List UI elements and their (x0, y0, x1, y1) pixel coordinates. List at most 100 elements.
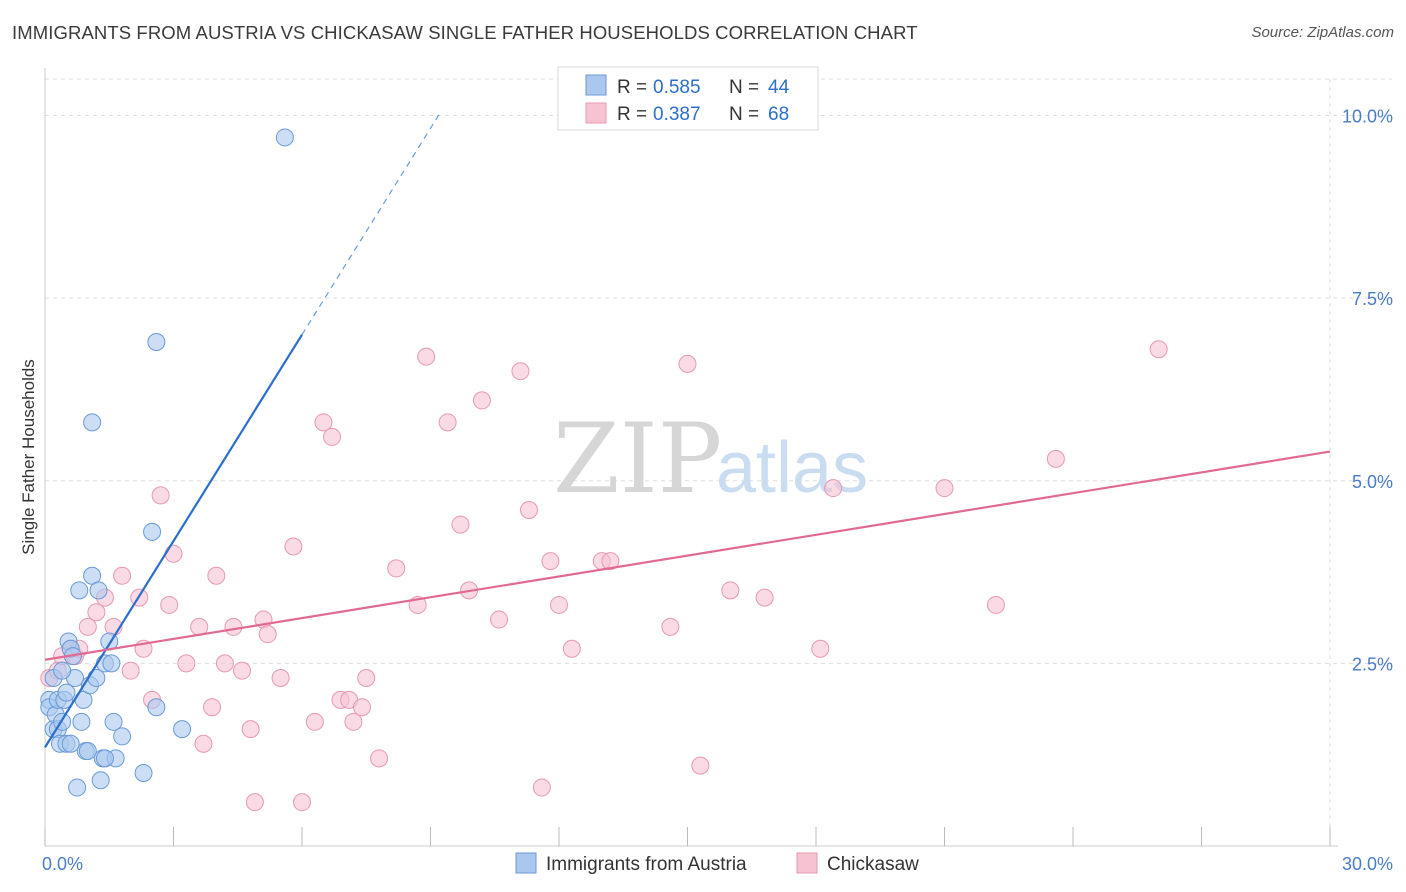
chickasaw-point (352, 698, 371, 717)
chickasaw-point (271, 668, 290, 687)
legend-bottom-swatch-austria (515, 852, 537, 874)
austria-point (89, 581, 108, 600)
watermark: ZIP atlas (553, 403, 868, 515)
chickasaw-point (1046, 449, 1065, 468)
austria-point (143, 522, 162, 541)
chart-title: IMMIGRANTS FROM AUSTRIA VS CHICKASAW SIN… (12, 22, 918, 43)
chickasaw-point (678, 354, 697, 373)
chickasaw-point (203, 698, 222, 717)
austria-point (87, 668, 106, 687)
chickasaw-point (661, 617, 680, 636)
chickasaw-point (490, 610, 509, 629)
austria-point (113, 727, 132, 746)
austria-point (70, 581, 89, 600)
austria-points (40, 128, 294, 797)
chickasaw-point (811, 639, 830, 658)
trend-lines (44, 114, 1331, 748)
austria-point (91, 771, 110, 790)
legend-bottom: Immigrants from Austria Chickasaw (515, 852, 919, 875)
legend-n-value: 44 (768, 77, 790, 98)
legend-bottom-swatch-chickasaw (796, 852, 818, 874)
chickasaw-point (986, 595, 1005, 614)
chickasaw-point (87, 603, 106, 622)
chickasaw-point (520, 500, 539, 519)
y-tick-label: 10.0% (1342, 107, 1393, 127)
chickasaw-point (357, 668, 376, 687)
austria-point (72, 712, 91, 731)
austria-point (134, 763, 153, 782)
chickasaw-point (151, 486, 170, 505)
chickasaw-point (113, 566, 132, 585)
x-tick-label: 0.0% (42, 854, 83, 874)
austria-point (53, 661, 72, 680)
chickasaw-point (451, 515, 470, 534)
chickasaw-point (370, 749, 389, 768)
legend-top: R = 0.585 N = 44 R = 0.387 N = 68 (557, 66, 819, 131)
chickasaw-point (532, 778, 551, 797)
legend-bottom-label-austria: Immigrants from Austria (546, 854, 747, 875)
legend-n-label: N = (729, 77, 759, 98)
chickasaw-point (322, 427, 341, 446)
y-tick-label: 2.5% (1352, 654, 1393, 674)
austria-point (61, 734, 80, 753)
chickasaw-point (824, 479, 843, 498)
chickasaw-point (417, 347, 436, 366)
y-axis-label: Single Father Households (19, 359, 38, 555)
y-tick-label: 5.0% (1352, 472, 1393, 492)
chickasaw-point (472, 391, 491, 410)
austria-point (104, 712, 123, 731)
austria-point (173, 720, 192, 739)
chickasaw-point (691, 756, 710, 775)
chickasaw-point (935, 479, 954, 498)
axes (44, 68, 1338, 847)
legend-r-label: R = (617, 77, 647, 98)
austria-point (147, 332, 166, 351)
watermark-zip: ZIP (553, 403, 722, 515)
chickasaw-point (177, 654, 196, 673)
chickasaw-point (1149, 340, 1168, 359)
legend-r-value: 0.585 (653, 77, 701, 98)
chickasaw-point (601, 552, 620, 571)
chickasaw-point (721, 581, 740, 600)
chickasaw-point (241, 720, 260, 739)
chickasaw-point (194, 734, 213, 753)
chickasaw-trend-line (44, 450, 1331, 661)
chickasaw-point (314, 413, 333, 432)
chickasaw-point (344, 712, 363, 731)
chickasaw-point (164, 544, 183, 563)
chickasaw-point (121, 661, 140, 680)
legend-r-label: R = (617, 104, 647, 125)
chickasaw-point (562, 639, 581, 658)
austria-point (68, 778, 87, 797)
austria-point (83, 413, 102, 432)
chickasaw-point (233, 661, 252, 680)
austria-point (275, 128, 294, 147)
chickasaw-point (755, 588, 774, 607)
austria-point (57, 683, 76, 702)
austria-point (78, 742, 97, 761)
y-tick-label: 7.5% (1352, 289, 1393, 309)
chart-source: Source: ZipAtlas.com (1251, 24, 1394, 41)
legend-n-value: 68 (768, 104, 789, 125)
chickasaw-point (293, 793, 311, 812)
austria-point (102, 654, 121, 673)
chickasaw-point (438, 413, 457, 432)
austria-point (147, 698, 166, 717)
legend-n-label: N = (729, 104, 759, 125)
austria-trend-line (44, 334, 303, 748)
austria-point (95, 749, 114, 768)
austria-trend-extension (301, 114, 440, 335)
legend-bottom-label-chickasaw: Chickasaw (827, 854, 919, 875)
chickasaw-point (541, 552, 560, 571)
chickasaw-point (305, 712, 324, 731)
chickasaw-point (78, 617, 97, 636)
chickasaw-point (224, 617, 243, 636)
chickasaw-point (207, 566, 226, 585)
legend-swatch-austria (585, 74, 607, 96)
chickasaw-point (511, 362, 530, 381)
chickasaw-point (284, 537, 303, 556)
legend-swatch-chickasaw (585, 102, 607, 124)
legend-r-value: 0.387 (653, 104, 701, 125)
chickasaw-point (160, 595, 179, 614)
